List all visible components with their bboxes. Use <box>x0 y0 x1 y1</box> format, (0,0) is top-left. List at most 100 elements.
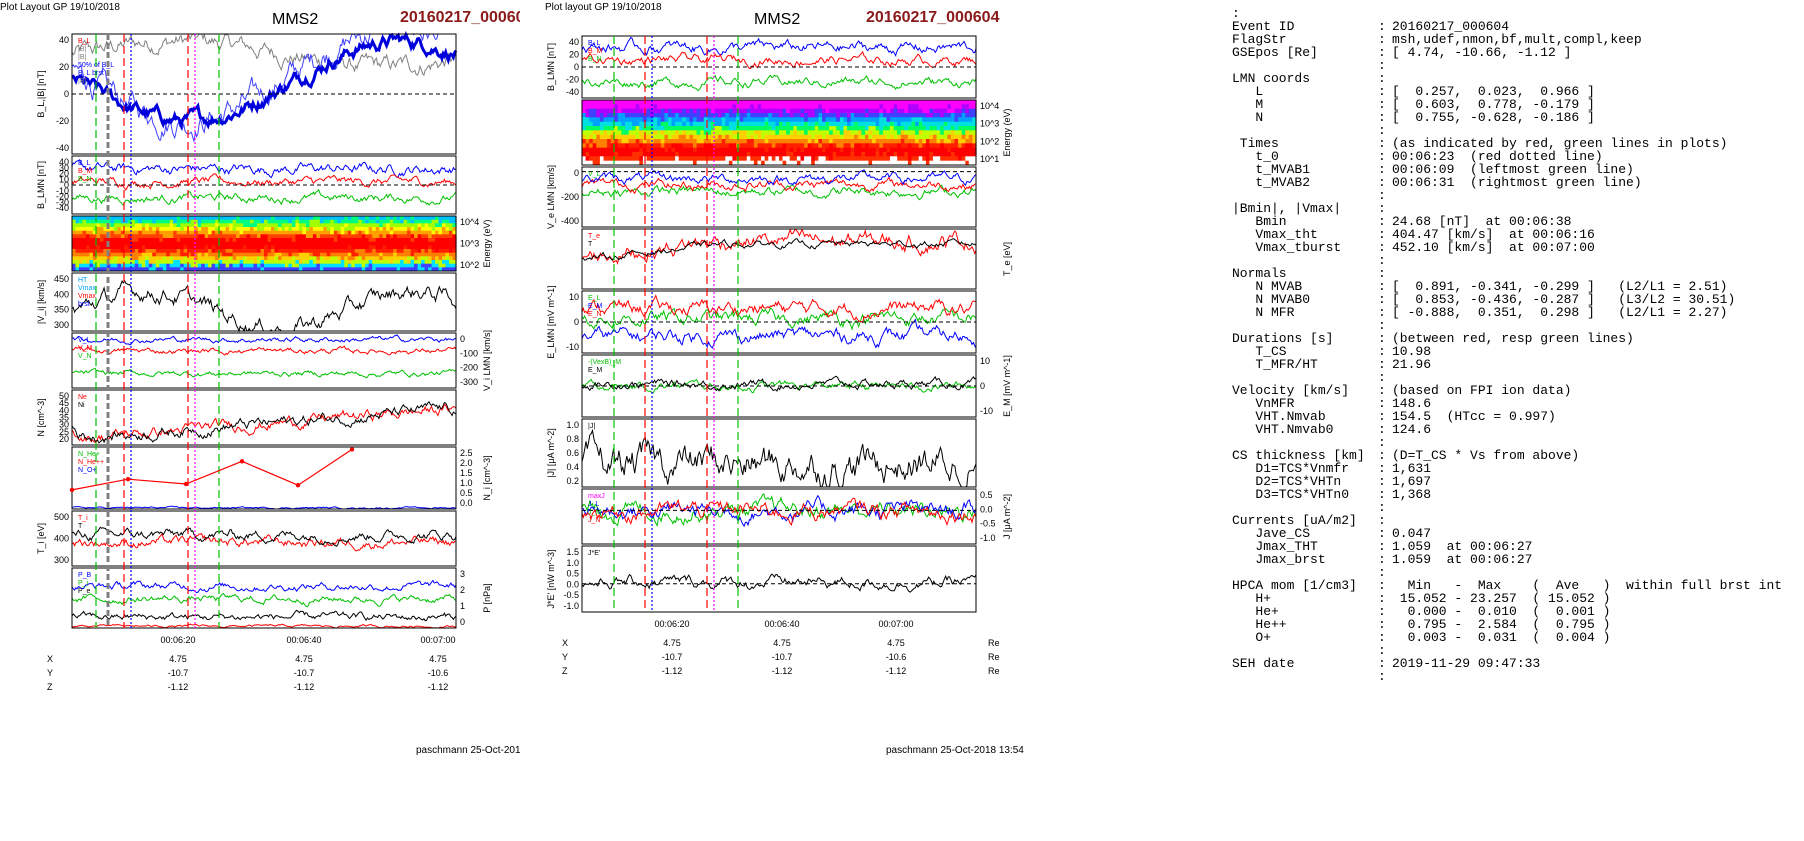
panel-3: 0 -200 -400 V_e LMN [km/s] V_L <box>546 165 977 229</box>
y-axis-label: B_LMN [nT] <box>546 43 556 91</box>
y-tick-label: 0.4 <box>566 462 579 472</box>
y-tick-label: 3 <box>460 569 465 579</box>
info-label: t_MVAB1 <box>1232 162 1311 177</box>
y-tick-label: 30 <box>59 420 69 430</box>
info-value: 0.047 <box>1392 526 1432 541</box>
y-tick-label: -0.5 <box>980 519 996 529</box>
info-value: (as indicated by red, green lines in plo… <box>1392 136 1728 151</box>
spectrogram-3 <box>72 216 457 272</box>
y-tick-label: 2.5 <box>460 448 473 458</box>
y-tick-label: 10^2 <box>980 136 999 146</box>
y-tick-label: 20 <box>59 62 69 72</box>
panel-frame-7 <box>71 446 457 510</box>
info-separator: : <box>1378 357 1386 372</box>
info-label: Jmax_THT <box>1232 539 1318 554</box>
legend-entry: B_N <box>78 176 92 183</box>
y-tick-label: -0.5 <box>563 590 579 600</box>
series-line-8-3 <box>581 497 977 527</box>
y-tick-label: -10 <box>980 406 993 416</box>
series-line-1-2 <box>71 33 456 142</box>
ephem-value: -1.12 <box>886 666 907 676</box>
y-tick-label: 500 <box>54 512 69 522</box>
time-tick-label: 00:06:40 <box>764 619 799 629</box>
info-separator: : <box>1378 123 1386 138</box>
y-tick-label: 35 <box>59 413 69 423</box>
y-tick-label: 300 <box>54 320 69 330</box>
info-label: L <box>1232 84 1264 99</box>
legend-entry: HT <box>78 277 88 284</box>
info-separator: : <box>1378 435 1386 450</box>
info-label: He+ <box>1232 604 1279 619</box>
y-tick-label: -30 <box>56 197 69 207</box>
info-separator: : <box>1378 305 1386 320</box>
panel-frame-1 <box>581 35 977 99</box>
plot-layout-label: Plot Layout GP 19/10/2018 <box>0 2 120 13</box>
ephem-value: -10.7 <box>772 652 793 662</box>
info-separator: : <box>1378 500 1386 515</box>
legend-entry: Ni <box>78 402 85 409</box>
ephem-value: -10.7 <box>168 668 189 678</box>
info-label: O+ <box>1232 630 1272 645</box>
info-separator: : <box>1378 19 1386 34</box>
legend-entry: E_M <box>588 367 603 374</box>
ephem-value: 4.75 <box>773 638 791 648</box>
legend-entry: B_L <box>588 40 601 47</box>
info-separator: : <box>1378 591 1386 606</box>
series-line-4-2 <box>582 238 977 261</box>
info-label: T_MFR/HT <box>1232 357 1318 372</box>
series-line-1-1 <box>71 33 457 77</box>
info-value: 21.96 <box>1392 357 1432 372</box>
y-tick-label: 0.6 <box>566 448 579 458</box>
info-label: Jave_CS <box>1232 526 1311 541</box>
info-value: 0.795 - 2.584 ( 0.795 ) <box>1392 617 1611 632</box>
panel-frame-5 <box>581 290 977 354</box>
y-tick-label: 40 <box>59 405 69 415</box>
info-label: VHT.Nmvab <box>1232 409 1326 424</box>
y-tick-label: 0 <box>574 168 579 178</box>
info-separator: : <box>1378 630 1386 645</box>
series-line-9-1 <box>71 579 457 594</box>
ephem-unit: Re <box>988 638 1000 648</box>
y-tick-label: 0.5 <box>566 569 579 579</box>
legend-entry: N_He++ <box>78 459 104 466</box>
y-tick-label: 1.5 <box>460 468 473 478</box>
ephem-value: 4.75 <box>887 638 905 648</box>
panel-3: 10^4 10^3 10^2 Energy (eV) <box>71 215 492 272</box>
panel-9: 1.51.00.50.0-0.5-1.0 J*E' [nW m^-3] J*E' <box>546 545 977 613</box>
info-label: HPCA mom [1/cm3] <box>1232 578 1357 593</box>
series-line-2-3 <box>71 188 457 206</box>
y-tick-label: -20 <box>56 192 69 202</box>
y-axis-label: B_L,|B| [nT] <box>36 70 46 117</box>
info-separator: : <box>1378 110 1386 125</box>
y-axis-label: E_M [mV m^-1] <box>1002 355 1012 417</box>
info-value: 0.003 - 0.031 ( 0.004 ) <box>1392 630 1611 645</box>
y-tick-label: -20 <box>56 116 69 126</box>
info-separator: : <box>1378 318 1386 333</box>
legend-entry: T <box>588 241 593 248</box>
info-value: [ 0.603, 0.778, -0.179 ] <box>1392 97 1595 112</box>
footer-signature: paschmann 25-Oct-2018 13:54 <box>886 745 1024 756</box>
y-tick-label: 350 <box>54 305 69 315</box>
series-line-3-3 <box>581 169 977 187</box>
panel-frame-4 <box>71 272 457 332</box>
spectrogram-2 <box>582 100 977 166</box>
info-separator: : <box>1378 513 1386 528</box>
y-tick-label: 1.5 <box>566 547 579 557</box>
info-label: LMN coords <box>1232 71 1311 86</box>
panel-frame-6 <box>71 389 457 446</box>
info-label: GSEpos [Re] <box>1232 45 1318 60</box>
ephem-value: -1.12 <box>428 682 449 692</box>
info-value: 1.059 at 00:06:27 <box>1392 539 1533 554</box>
ephem-unit: Re <box>988 666 1000 676</box>
series-line-2-2 <box>71 173 457 191</box>
series-line-8-2 <box>581 494 977 528</box>
ephem-value: -10.6 <box>886 652 907 662</box>
series-line-3-1 <box>581 184 977 201</box>
info-value: (D=T_CS * Vs from above) <box>1392 448 1580 463</box>
info-separator: : <box>1378 526 1386 541</box>
info-separator: : <box>1378 266 1386 281</box>
he-plus-plus-point <box>295 483 301 488</box>
y-tick-label: 0 <box>574 317 579 327</box>
